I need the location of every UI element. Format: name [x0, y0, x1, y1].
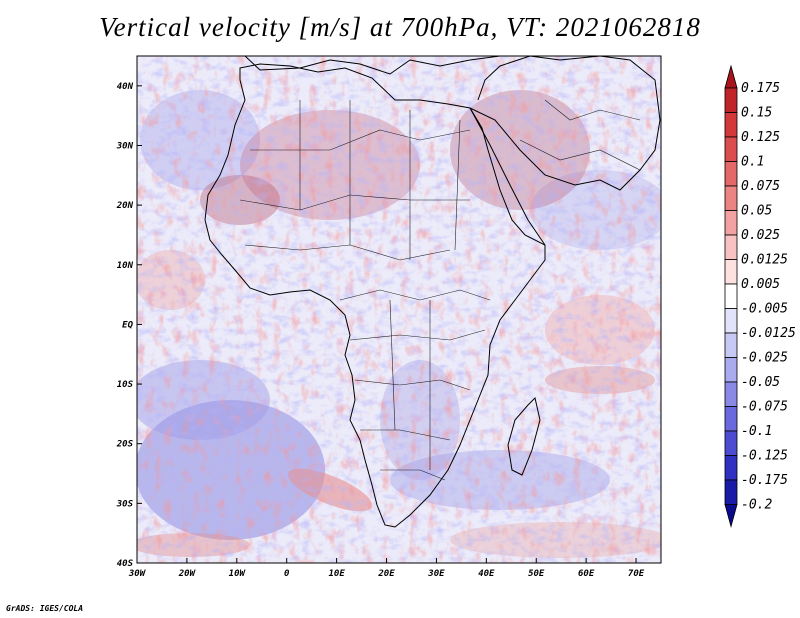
lon-tick-label: 10E [328, 569, 345, 579]
colorbar-swatch [724, 161, 738, 187]
colorbar-label: 0.125 [741, 130, 780, 145]
lat-tick-label: EQ [122, 320, 133, 330]
lon-tick-label: 60E [578, 569, 595, 579]
colorbar-swatch [724, 234, 738, 260]
lon-tick-label: 70E [628, 569, 645, 579]
lon-tick-label: 30W [128, 569, 147, 579]
lat-tick-label: 30N [116, 141, 134, 151]
lat-tick-label: 40S [117, 559, 134, 569]
colorbar-swatch [724, 283, 738, 309]
colorbar-max-arrow [724, 64, 738, 89]
lat-tick-label: 40N [117, 82, 134, 92]
colorbar-label: 0.025 [741, 228, 780, 243]
colorbar-swatch [724, 430, 738, 456]
arabia-coastline [469, 56, 661, 191]
colorbar-label: 0.075 [741, 179, 780, 194]
lat-tick-label: 20S [116, 440, 134, 450]
lon-tick-label: 30E [427, 569, 445, 579]
colorbar-label: 0.05 [741, 204, 772, 219]
lon-tick-label: 20W [178, 569, 197, 579]
colorbar-label: 0.175 [741, 81, 780, 96]
colorbar-label: 0.0125 [741, 253, 788, 268]
colorbar-swatch [724, 406, 738, 432]
grads-credit: GrADS: IGES/COLA [6, 604, 84, 613]
colorbar-label: -0.175 [741, 473, 788, 488]
europe-coastline [244, 56, 501, 75]
lon-tick-label: 20E [377, 569, 395, 579]
colorbar-swatch [724, 357, 738, 383]
colorbar-swatches [724, 64, 738, 529]
vertical-velocity-field [137, 56, 661, 563]
red-sea-coast [469, 107, 546, 246]
map-axis-ticks: 30W 20W 10W 0 10E 20E 30E 40E 50E 60E 70E 40N 30N 20N… [116, 82, 645, 579]
lon-tick-label: 10W [229, 569, 247, 579]
lon-tick-label: 40E [478, 569, 495, 579]
colorbar-min-arrow [724, 504, 738, 529]
country-borders [239, 99, 641, 481]
colorbar-swatch [724, 259, 738, 285]
colorbar-label: -0.005 [741, 302, 788, 317]
colorbar-swatch [724, 87, 738, 113]
colorbar-label: -0.0125 [741, 326, 796, 341]
colorbar-label: -0.075 [741, 400, 788, 415]
colorbar-label: -0.05 [741, 375, 780, 390]
colorbar-label: 0.1 [741, 155, 764, 170]
lon-tick-label: 50E [528, 569, 545, 579]
colorbar-swatch [724, 455, 738, 481]
colorbar-swatch [724, 479, 738, 505]
colorbar-labels: 0.175 0.15 0.125 0.1 0.075 0.05 0.025 0.0125 0.0… [741, 81, 796, 513]
colorbar-label: 0.005 [741, 277, 780, 292]
map-frame [136, 55, 662, 564]
colorbar-label: -0.125 [741, 449, 788, 464]
lat-tick-label: 10S [117, 380, 134, 390]
lat-tick-label: 10N [117, 261, 134, 271]
colorbar-label: -0.025 [741, 351, 788, 366]
colorbar-swatch [724, 136, 738, 162]
coastlines [204, 56, 661, 528]
colorbar-label: -0.2 [741, 498, 772, 513]
madagascar-coastline [507, 397, 541, 476]
colorbar-swatch [724, 381, 738, 407]
lat-tick-label: 30S [116, 499, 134, 509]
colorbar-label: 0.15 [741, 106, 772, 121]
colorbar-swatch [724, 185, 738, 211]
lat-tick-label: 20N [116, 201, 134, 211]
plot-title: Vertical velocity [m/s] at 700hPa, VT: 2… [99, 12, 701, 42]
colorbar-swatch [724, 210, 738, 236]
lon-tick-label: 0 [284, 569, 290, 579]
colorbar-swatch [724, 112, 738, 138]
colorbar-swatch [724, 308, 738, 334]
colorbar-swatch [724, 332, 738, 358]
colorbar-label: -0.1 [741, 424, 772, 439]
